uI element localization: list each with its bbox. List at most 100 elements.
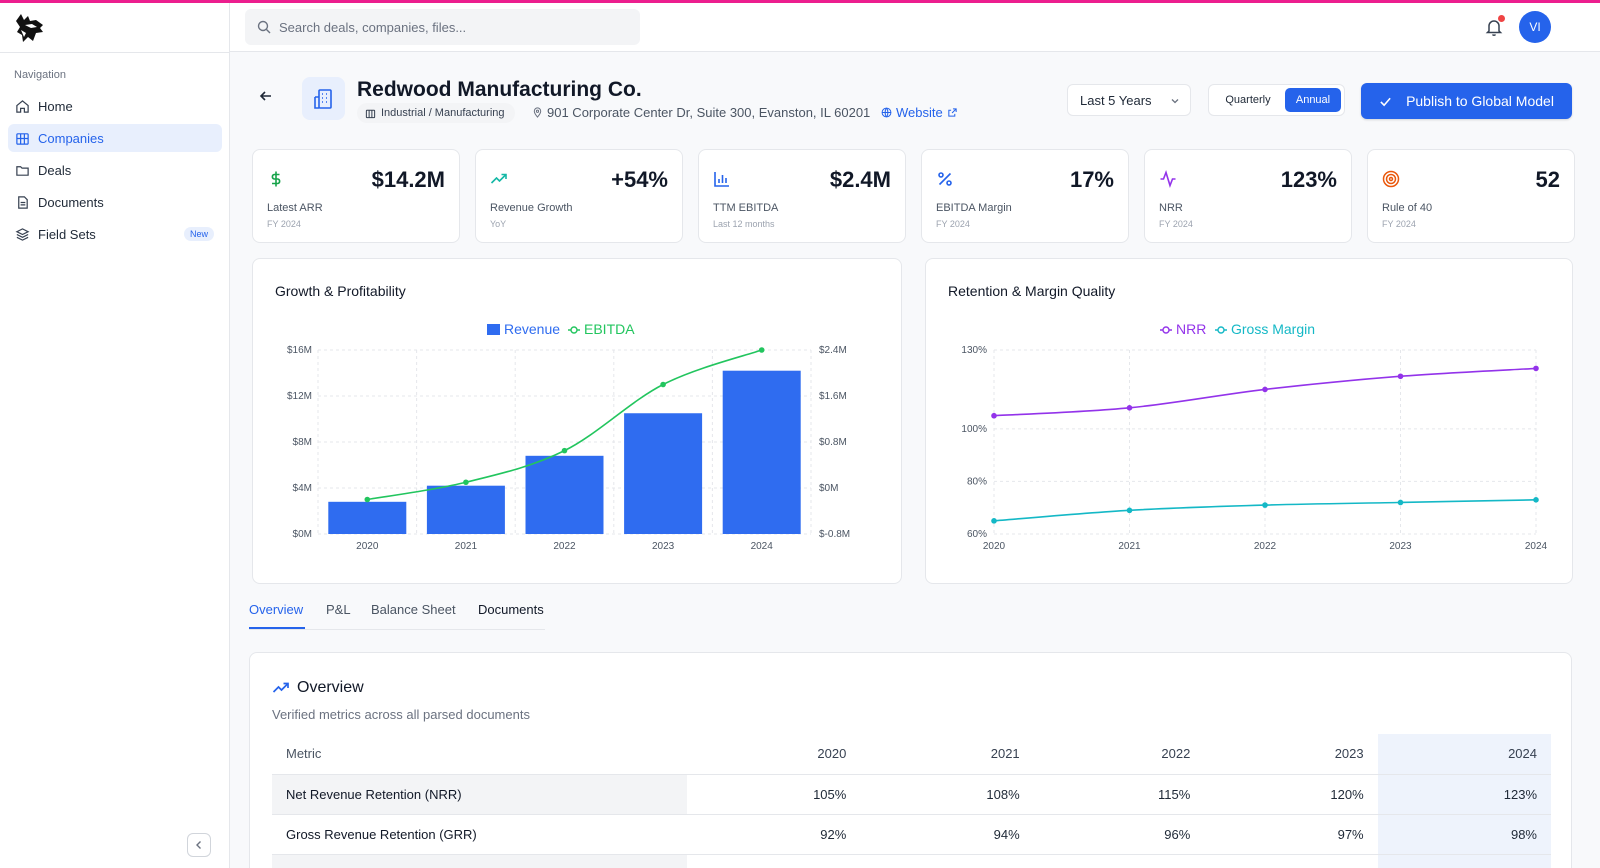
ebitda-point [364, 496, 371, 503]
avatar[interactable]: VI [1519, 11, 1551, 43]
y-right-tick-label: $-0.8M [819, 529, 850, 540]
legend-gross-margin-marker [1217, 326, 1225, 334]
overview-title: Overview [272, 679, 364, 697]
nrr-point [1126, 405, 1133, 411]
activity-icon [1160, 170, 1176, 188]
kpi-label: NRR [1159, 202, 1183, 214]
address-text: 901 Corporate Center Dr, Suite 300, Evan… [547, 105, 871, 120]
x-tick-label: 2024 [751, 541, 774, 552]
legend-nrr-label: NRR [1176, 321, 1206, 337]
y-left-tick-label: $0M [293, 529, 312, 540]
sidebar-item-label: Home [38, 98, 73, 114]
detail-tabs: Overview P&L Balance Sheet Documents [249, 598, 545, 630]
bell-icon[interactable] [1484, 17, 1504, 37]
y-right-tick-label: $1.6M [819, 391, 847, 402]
gross-margin-point [1262, 502, 1268, 508]
ebitda-point [561, 447, 568, 454]
x-tick-label: 2021 [1118, 541, 1141, 552]
industry-chip: Industrial / Manufacturing [357, 103, 515, 123]
tab-balance-sheet[interactable]: Balance Sheet [371, 602, 456, 617]
building-icon [16, 132, 29, 145]
sidebar-item-companies[interactable]: Companies [8, 124, 222, 152]
home-icon [16, 99, 29, 113]
back-arrow-icon[interactable] [258, 88, 274, 104]
table-row[interactable]: Gross Revenue Retention (GRR) 92% 94% 96… [272, 814, 1551, 855]
revenue-bar [525, 455, 604, 534]
revenue-bar [426, 485, 505, 534]
publish-button[interactable]: Publish to Global Model [1361, 83, 1572, 119]
table-row[interactable]: Net Revenue Retention (NRR) 105% 108% 11… [272, 774, 1551, 815]
metrics-table: Metric 2020 2021 2022 2023 2024 Net Reve… [272, 734, 1551, 868]
kpi-label: Latest ARR [267, 202, 323, 214]
y-left-tick-label: $8M [293, 437, 312, 448]
x-tick-label: 2022 [553, 541, 576, 552]
sidebar-item-documents[interactable]: Documents [8, 188, 222, 216]
column-header[interactable]: 2021 [860, 734, 1034, 775]
column-header[interactable]: 2024 [1377, 734, 1551, 775]
annual-toggle[interactable]: Annual [1285, 88, 1341, 112]
kpi-sublabel: FY 2024 [267, 219, 301, 229]
metric-value: 94% [860, 814, 1034, 855]
tab-pnl[interactable]: P&L [326, 602, 351, 617]
percent-icon [938, 172, 952, 186]
y-right-tick-label: $0M [819, 483, 838, 494]
sidebar-item-deals[interactable]: Deals [8, 156, 222, 184]
building-icon [313, 88, 332, 109]
company-logo [302, 77, 345, 120]
legend-gross-margin-label: Gross Margin [1231, 321, 1315, 337]
sidebar-item-field-sets[interactable]: Field Sets New [8, 220, 222, 248]
collapse-sidebar-button[interactable] [187, 833, 211, 857]
column-header[interactable]: 2020 [687, 734, 861, 775]
x-tick-label: 2022 [1254, 541, 1277, 552]
x-tick-label: 2020 [356, 541, 379, 552]
sidebar-divider [0, 52, 230, 53]
column-header[interactable]: 2023 [1204, 734, 1378, 775]
kpi-value: 52 [1535, 167, 1560, 192]
tab-documents[interactable]: Documents [478, 602, 544, 617]
ebitda-point [463, 479, 469, 486]
metric-value: 98% [1377, 814, 1551, 855]
sidebar-item-home[interactable]: Home [8, 92, 222, 120]
gross-margin-point [991, 518, 997, 524]
chart-title: Growth & Profitability [275, 283, 406, 299]
document-icon [18, 195, 28, 209]
kpi-label: Revenue Growth [490, 202, 573, 214]
metric-value: 97% [1204, 814, 1378, 855]
y-tick-label: 60% [967, 529, 987, 540]
period-select[interactable]: Last 5 Years [1067, 84, 1191, 116]
overview-subtitle: Verified metrics across all parsed docum… [272, 707, 530, 722]
metric-name: Gross Revenue Retention (GRR) [272, 814, 687, 855]
table-header-row: Metric 2020 2021 2022 2023 2024 [272, 734, 1551, 775]
table-row[interactable] [272, 854, 1551, 868]
map-pin-icon [533, 107, 542, 118]
sidebar: Navigation Home Companies Deals Document… [0, 3, 230, 868]
y-left-tick-label: $4M [293, 483, 312, 494]
legend-ebitda-marker [570, 326, 578, 334]
wolf-logo-icon[interactable] [12, 11, 48, 47]
y-right-tick-label: $0.8M [819, 437, 847, 448]
bar-chart-icon [714, 172, 729, 187]
kpi-value: +54% [611, 167, 668, 192]
y-left-tick-label: $16M [287, 345, 312, 356]
search-input[interactable] [279, 19, 619, 35]
tab-overview[interactable]: Overview [249, 602, 304, 617]
overview-card: Overview Verified metrics across all par… [249, 652, 1572, 868]
kpi-sublabel: FY 2024 [1382, 219, 1416, 229]
column-header[interactable]: 2022 [1033, 734, 1205, 775]
quarterly-toggle[interactable]: Quarterly [1225, 94, 1271, 106]
search-box[interactable] [245, 9, 640, 45]
chart-title: Retention & Margin Quality [948, 283, 1116, 299]
website-link[interactable]: Website [881, 105, 958, 120]
gross-margin-point [1533, 497, 1539, 503]
kpi-value: $14.2M [371, 167, 445, 192]
sidebar-item-label: Field Sets [38, 226, 96, 242]
legend-revenue-swatch [487, 324, 500, 335]
kpi-card-revenue-growth: +54% Revenue Growth YoY [475, 149, 683, 243]
revenue-bar [722, 370, 801, 534]
growth-profitability-card: Growth & Profitability $0M $4M $8M $12M $16M… [252, 258, 902, 584]
metric-value: 108% [860, 774, 1034, 815]
new-badge: New [183, 227, 214, 241]
column-header[interactable]: Metric [272, 734, 687, 775]
legend-ebitda-label: EBITDA [584, 321, 635, 337]
metric-value: 96% [1033, 814, 1205, 855]
